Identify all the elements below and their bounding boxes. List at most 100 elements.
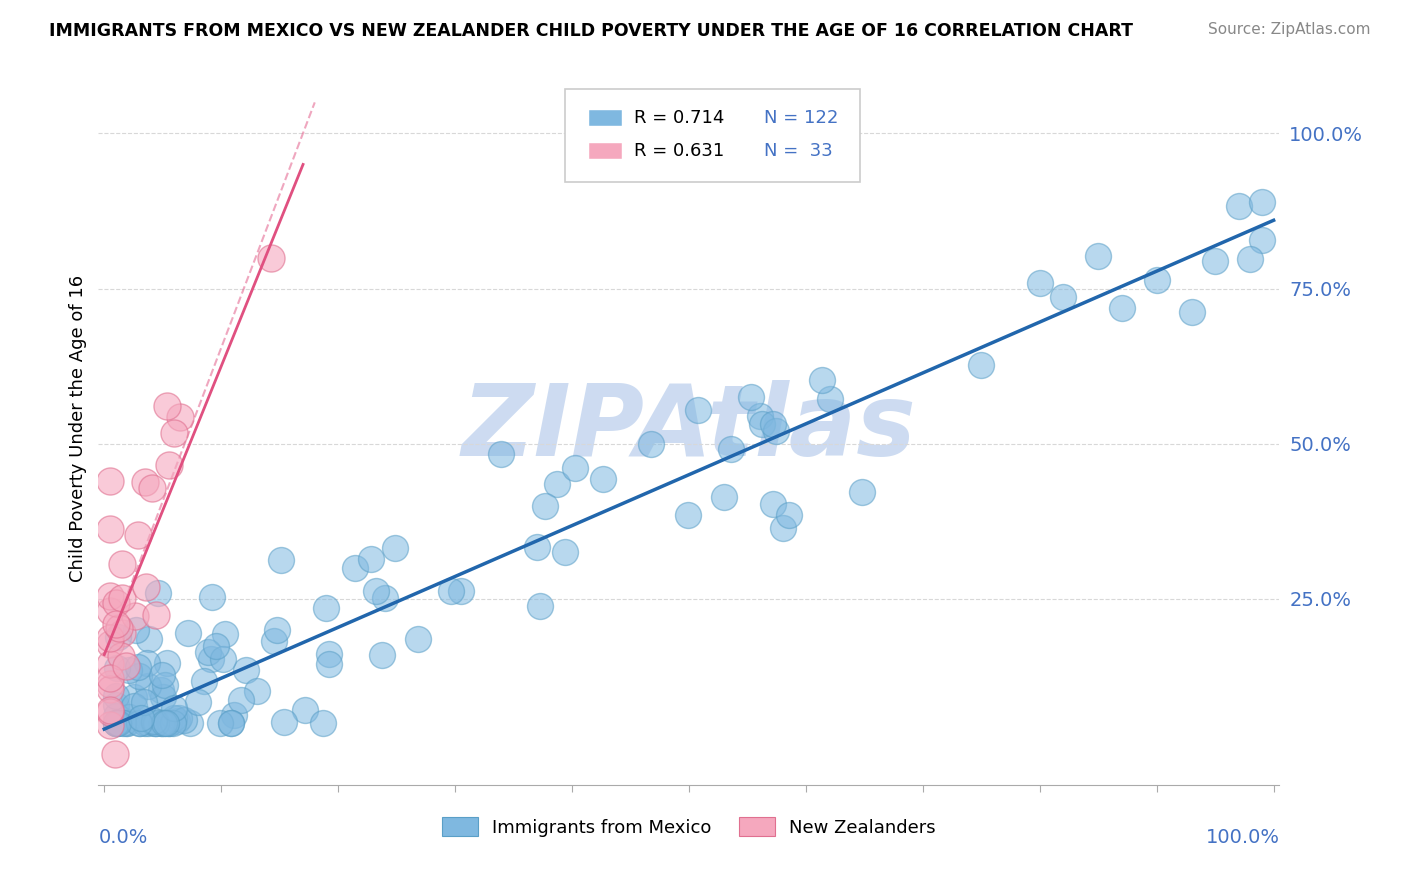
Point (187, 695, 209, 709)
Point (270, 553, 292, 567)
Point (148, 586, 170, 600)
Point (149, 682, 172, 697)
Point (1029, 276, 1052, 290)
Y-axis label: Child Poverty Under the Age of 16: Child Poverty Under the Age of 16 (69, 275, 87, 582)
Point (204, 639, 226, 653)
Point (318, 657, 340, 671)
Point (118, 663, 141, 677)
Point (266, 624, 288, 638)
Point (104, 698, 127, 713)
Point (138, 632, 160, 646)
Point (104, 747, 127, 761)
Point (105, 617, 128, 632)
Point (263, 634, 285, 648)
Point (219, 715, 242, 730)
Point (107, 661, 129, 675)
Point (851, 484, 873, 499)
Point (751, 417, 773, 431)
Point (193, 674, 215, 689)
Point (1181, 305, 1204, 319)
Point (260, 251, 283, 265)
Point (98, 589, 121, 603)
Point (235, 663, 257, 677)
Point (200, 651, 222, 665)
Point (132, 695, 155, 709)
Point (153, 678, 176, 692)
Point (748, 409, 770, 423)
Point (98, 703, 121, 717)
Point (152, 690, 174, 704)
Point (135, 580, 157, 594)
Point (1204, 254, 1226, 268)
Point (384, 541, 406, 556)
Point (104, 715, 127, 730)
Point (145, 715, 167, 730)
Point (169, 410, 191, 425)
Point (118, 710, 141, 724)
Point (318, 647, 340, 661)
Point (371, 648, 394, 662)
Point (98, 671, 121, 685)
Point (166, 714, 188, 728)
Point (173, 714, 195, 728)
Text: N =  33: N = 33 (763, 143, 832, 161)
Point (177, 625, 200, 640)
Point (224, 707, 246, 722)
Point (163, 701, 186, 715)
Point (311, 715, 333, 730)
Point (153, 715, 176, 730)
Point (128, 715, 150, 730)
Point (720, 442, 742, 456)
Point (162, 711, 184, 725)
Point (115, 659, 138, 673)
Point (145, 715, 167, 730)
Point (343, 560, 366, 574)
Point (104, 715, 127, 730)
Point (98, 637, 121, 651)
Point (1146, 273, 1168, 287)
Point (156, 656, 179, 670)
Point (104, 715, 127, 730)
Point (273, 715, 295, 730)
Point (134, 475, 156, 489)
Point (970, 359, 993, 373)
Point (136, 679, 159, 693)
Text: Source: ZipAtlas.com: Source: ZipAtlas.com (1208, 22, 1371, 37)
Point (529, 599, 551, 614)
Point (135, 656, 157, 670)
Point (360, 552, 382, 566)
Point (315, 601, 337, 615)
Point (98, 682, 121, 697)
Point (640, 437, 662, 451)
Point (811, 373, 834, 387)
Point (98, 631, 121, 645)
Point (818, 392, 841, 406)
Point (364, 583, 387, 598)
Point (134, 715, 156, 730)
Point (122, 690, 145, 704)
Point (98, 676, 121, 690)
Point (489, 447, 512, 461)
Point (762, 417, 785, 432)
Point (1052, 290, 1074, 304)
Point (179, 715, 201, 730)
Point (772, 521, 794, 535)
Point (450, 583, 472, 598)
Point (208, 715, 231, 730)
Point (124, 609, 146, 624)
Point (98, 718, 121, 732)
Point (111, 715, 134, 730)
Point (114, 715, 136, 730)
Point (157, 715, 180, 730)
Point (136, 715, 159, 730)
Point (98, 705, 121, 719)
Point (141, 481, 163, 495)
Point (1111, 301, 1133, 316)
Text: 100.0%: 100.0% (1205, 828, 1279, 847)
Point (676, 508, 699, 523)
Point (546, 477, 568, 491)
Point (294, 703, 316, 717)
Point (713, 490, 735, 504)
Bar (589, 110, 623, 126)
Bar (589, 144, 623, 159)
